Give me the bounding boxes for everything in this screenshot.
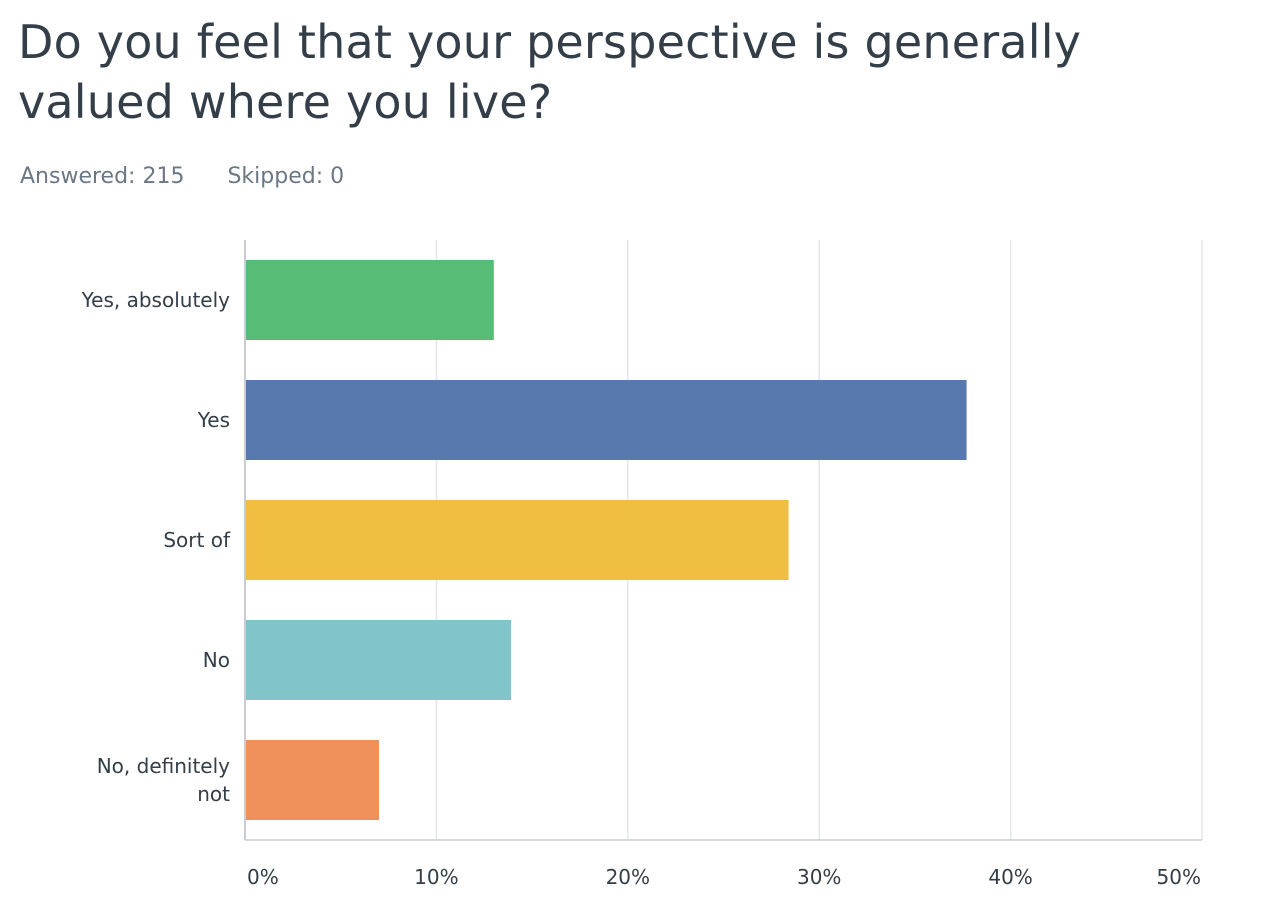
x-tick-label: 10% — [414, 865, 458, 889]
x-tick-label: 20% — [606, 865, 650, 889]
x-tick-label: 50% — [1157, 865, 1201, 889]
answered-count: Answered: 215 — [20, 164, 185, 189]
bar-no-definitely-not — [245, 740, 379, 820]
skipped-count: Skipped: 0 — [227, 164, 345, 189]
x-tick-label: 30% — [797, 865, 841, 889]
x-tick-label: 40% — [988, 865, 1032, 889]
category-label: No, definitely not — [97, 754, 230, 806]
bar-sort-of — [245, 500, 789, 580]
page-title: Do you feel that your perspective is gen… — [18, 15, 1082, 129]
bar-yes-absolutely — [245, 260, 494, 340]
category-label: Yes — [197, 408, 230, 432]
response-stats: Answered: 215 Skipped: 0 — [20, 164, 380, 189]
category-label: No — [203, 648, 230, 672]
x-tick-label: 0% — [247, 865, 279, 889]
category-label: Sort of — [163, 528, 231, 552]
bar-yes — [245, 380, 967, 460]
category-label: Yes, absolutely — [81, 288, 231, 312]
bar-no — [245, 620, 512, 700]
